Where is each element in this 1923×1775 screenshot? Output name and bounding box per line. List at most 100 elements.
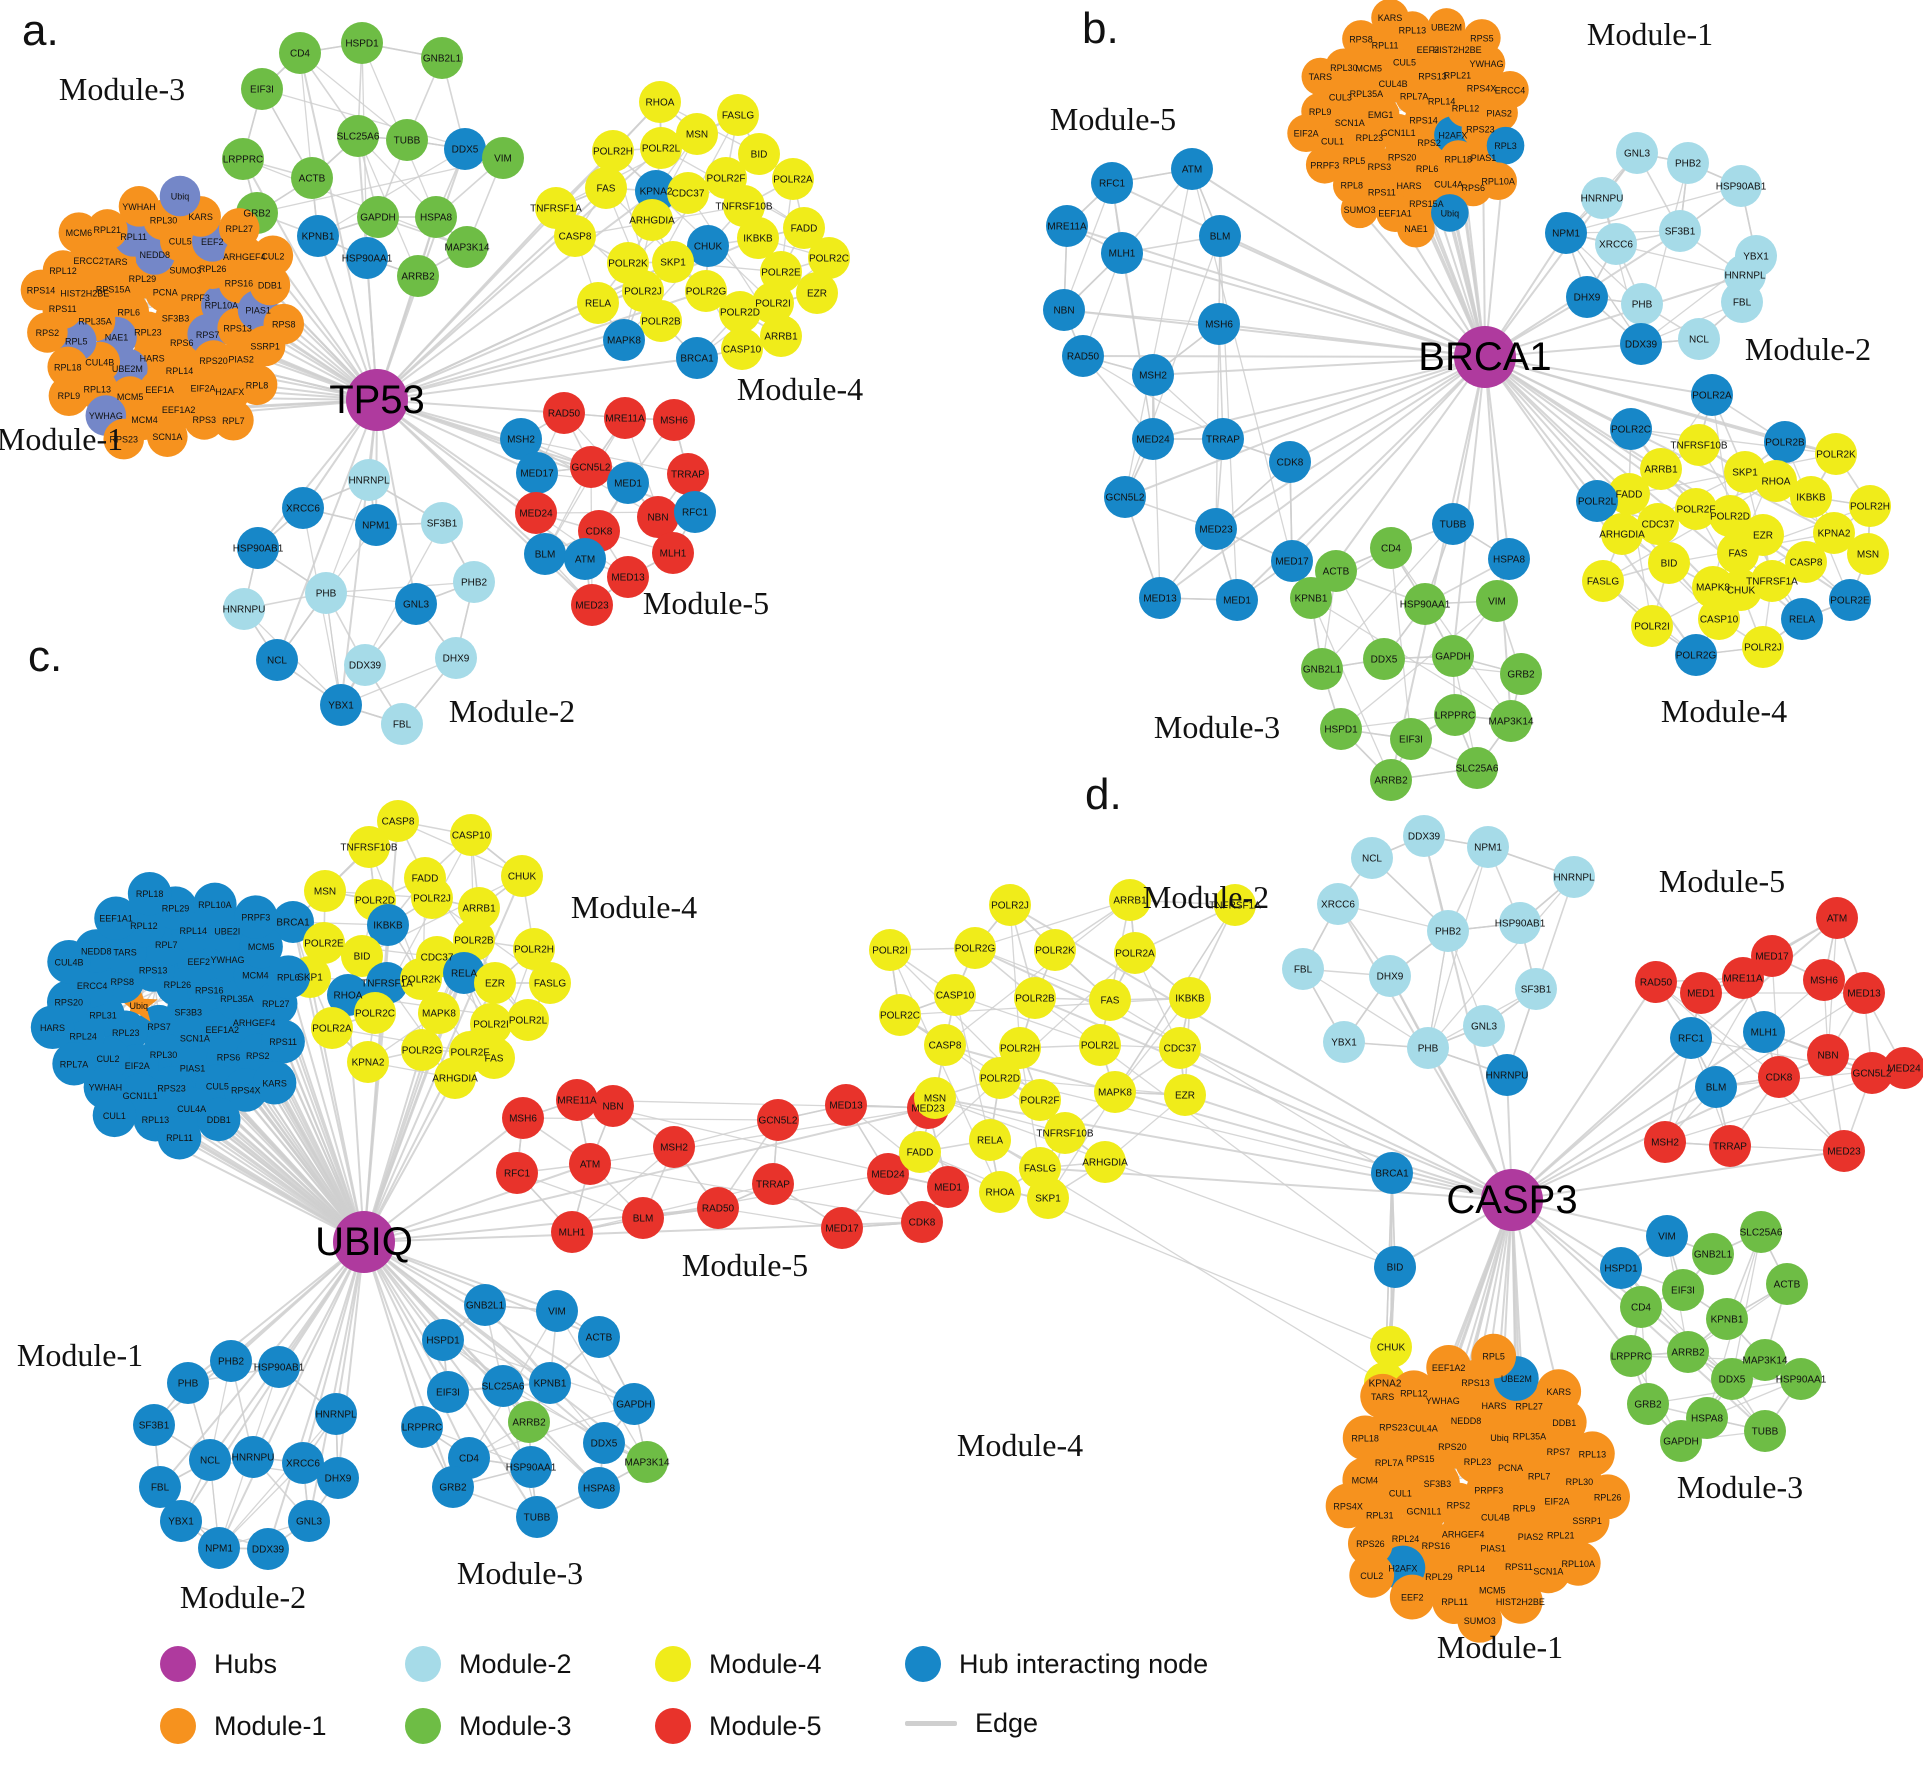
node-label: HSPD1 (345, 39, 379, 50)
node-label: SCN1A (152, 432, 182, 442)
node-label: BID (1387, 1263, 1404, 1274)
node-label: HSPA8 (420, 213, 452, 224)
node-ARHGDIA (434, 1057, 476, 1099)
node-SF3B1 (133, 1404, 175, 1446)
node-label: ATM (580, 1160, 600, 1171)
node-GNB2L1 (421, 37, 463, 79)
node-label: POLR2C (1611, 425, 1651, 436)
node-label: HNRNPL (1724, 271, 1766, 282)
legend-label: Hubs (214, 1648, 278, 1679)
node-label: RPS11 (1505, 1562, 1533, 1572)
node-label: UBE2M (1501, 1374, 1532, 1384)
edge (1452, 356, 1486, 657)
node-label: FADD (791, 224, 818, 235)
node-GRB2 (432, 1466, 474, 1508)
node-MAPK8 (1094, 1071, 1136, 1113)
node-RAD50 (1635, 961, 1677, 1003)
edge (337, 1241, 365, 1479)
module-label-module-5: Module-5 (682, 1247, 808, 1283)
node-label: POLR2G (955, 944, 996, 955)
node-label: Ubiq (171, 192, 190, 202)
node-RPS8 (263, 303, 305, 345)
node-RHOA (1755, 460, 1797, 502)
node-label: SF3B1 (1665, 227, 1696, 238)
node-label: POLR2A (773, 175, 813, 186)
node-RFC1 (1670, 1017, 1712, 1059)
node-label: CHUK (1377, 1343, 1406, 1354)
node-POLR2H (592, 130, 634, 172)
edge (299, 52, 378, 401)
m3-swatch (405, 1708, 441, 1744)
node-label: POLR2G (402, 1046, 443, 1057)
node-label: GNB2L1 (1303, 665, 1342, 676)
node-label: MCM5 (1356, 64, 1383, 74)
node-label: RPS13 (1461, 1378, 1490, 1388)
node-POLR2B (453, 919, 495, 961)
node-label: HSPD1 (1324, 725, 1358, 736)
node-NAE1 (1397, 209, 1435, 248)
node-label: POLR2G (686, 287, 727, 298)
node-label: NBN (602, 1102, 623, 1113)
node-label: CUL4B (85, 358, 114, 368)
node-label: MSH2 (1651, 1138, 1679, 1149)
node-IKBKB (367, 904, 409, 946)
node-label: RPS15A (1409, 199, 1444, 209)
node-label: ACTB (1323, 567, 1350, 578)
edge (218, 1118, 365, 1243)
node-label: KARS (1546, 1387, 1571, 1397)
edge (556, 1310, 648, 1463)
node-label: NPM1 (1552, 229, 1580, 240)
node-label: ARHGDIA (1599, 530, 1645, 541)
node-label: RPS8 (110, 977, 134, 987)
node-EEF1A1 (94, 896, 138, 940)
module-label-module-4: Module-4 (957, 1427, 1083, 1463)
node-label: YWHAH (122, 202, 156, 212)
node-label: LRPPRC (223, 155, 264, 166)
node-label: HIST2H2BE (1433, 45, 1482, 55)
node-label: POLR2B (1015, 994, 1055, 1005)
node-RPL10A (1479, 162, 1517, 201)
node-label: CASP10 (723, 345, 762, 356)
node-KPNA2 (347, 1041, 389, 1083)
node-label: Ubiq (1490, 1433, 1509, 1443)
node-label: ARRB2 (512, 1418, 546, 1429)
node-MLH1 (1743, 1011, 1785, 1053)
node-label: NPM1 (1474, 843, 1502, 854)
node-label: SUMO3 (1344, 205, 1376, 215)
edge (571, 1146, 675, 1233)
node-label: EEF1A (145, 385, 174, 395)
node-RPL26 (1585, 1474, 1630, 1520)
node-MRE11A (556, 1079, 598, 1121)
node-label: POLR2A (1692, 391, 1732, 402)
node-label: GNB2L1 (466, 1301, 505, 1312)
node-label: EIF2A (190, 383, 215, 393)
edge (376, 190, 657, 401)
node-NPM1 (1545, 212, 1587, 254)
node-label: POLR2K (608, 259, 648, 270)
node-BRCA1 (1371, 1152, 1413, 1194)
node-PHB2 (210, 1340, 252, 1382)
node-label: CUL4B (1379, 79, 1408, 89)
node-label: CUL5 (169, 237, 192, 247)
edge (1511, 1199, 1560, 1392)
node-label: RPS23 (1379, 1422, 1408, 1432)
node-POLR2C (808, 237, 850, 279)
node-FASLG (717, 94, 759, 136)
node-label: EEF1A1 (1378, 209, 1412, 219)
node-label: NEDD8 (1451, 1416, 1482, 1426)
node-DDX39 (344, 644, 386, 686)
node-label: POLR2J (991, 901, 1029, 912)
edge (999, 1077, 1186, 1096)
node-DDX5 (1363, 638, 1405, 680)
node-label: HARS (1481, 1401, 1506, 1411)
node-label: EEF2 (1401, 1593, 1424, 1603)
node-label: POLR2K (401, 975, 441, 986)
node-label: MED1 (614, 479, 642, 490)
node-RPL10A (193, 882, 237, 927)
node-label: RPS23 (1466, 125, 1495, 135)
node-BRCA1 (272, 901, 314, 943)
node-label: SSRP1 (1572, 1516, 1602, 1526)
node-HSPA8 (578, 1467, 620, 1509)
node-label: ARRB1 (462, 904, 496, 915)
node-label: SCN1A (1335, 118, 1365, 128)
